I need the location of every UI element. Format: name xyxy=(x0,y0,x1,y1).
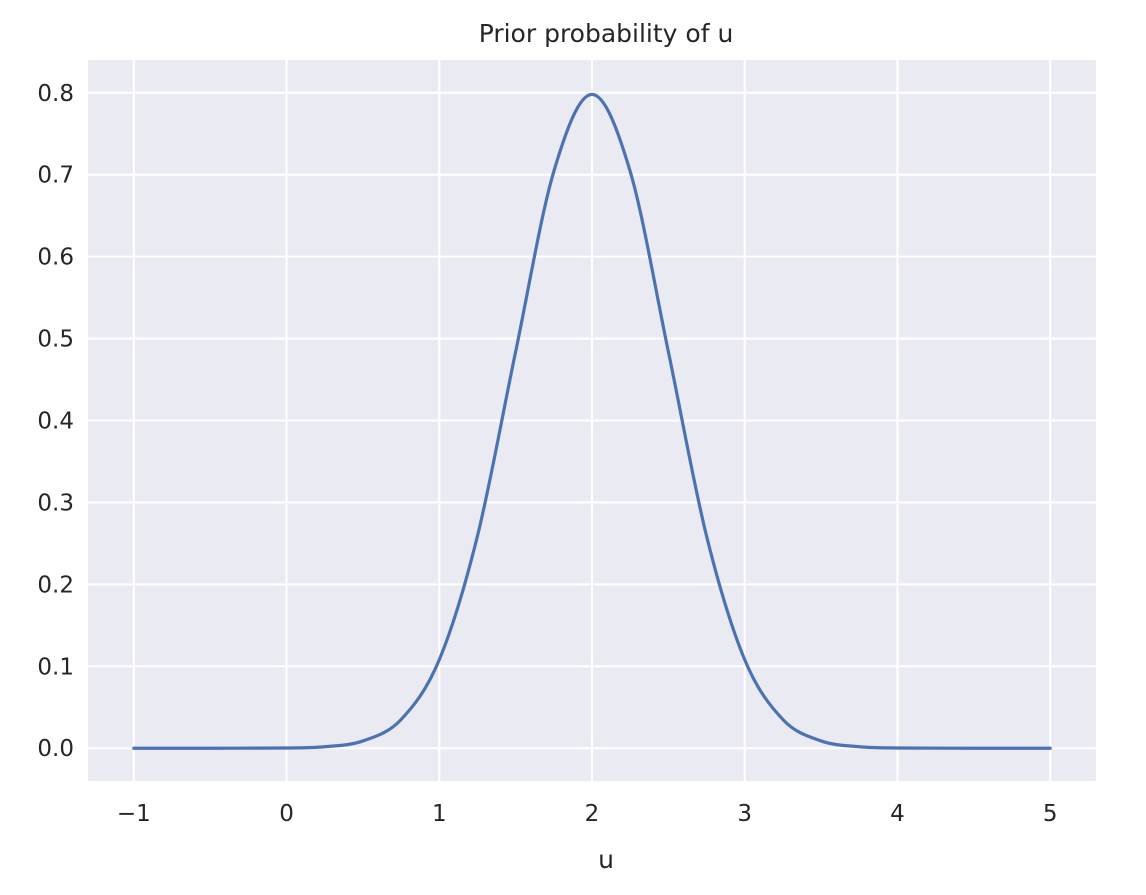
y-tick-label: 0.2 xyxy=(37,572,74,598)
x-tick-label: 2 xyxy=(585,801,600,827)
y-tick-label: 0.6 xyxy=(37,245,74,271)
y-tick-label: 0.1 xyxy=(37,654,74,680)
chart-title: Prior probability of u xyxy=(479,19,734,48)
series-line xyxy=(132,92,1052,750)
y-tick-label: 0.7 xyxy=(37,163,74,189)
y-tick-labels: 0.0 0.1 0.2 0.3 0.4 0.5 0.6 0.7 0.8 xyxy=(37,81,74,762)
y-tick-label: 0.0 xyxy=(37,736,74,762)
x-tick-labels: −1 0 1 2 3 4 5 xyxy=(117,801,1058,827)
x-tick-label: 4 xyxy=(890,801,905,827)
x-tick-label: 3 xyxy=(737,801,752,827)
y-tick-label: 0.4 xyxy=(37,409,74,435)
y-tick-label: 0.5 xyxy=(37,327,74,353)
x-tick-label: 0 xyxy=(279,801,294,827)
x-tick-label: 1 xyxy=(432,801,447,827)
x-tick-label: −1 xyxy=(117,801,151,827)
x-tick-label: 5 xyxy=(1043,801,1058,827)
series-layer xyxy=(132,92,1052,750)
y-tick-label: 0.3 xyxy=(37,490,74,516)
x-axis-label: u xyxy=(598,845,614,874)
y-tick-label: 0.8 xyxy=(37,81,74,107)
